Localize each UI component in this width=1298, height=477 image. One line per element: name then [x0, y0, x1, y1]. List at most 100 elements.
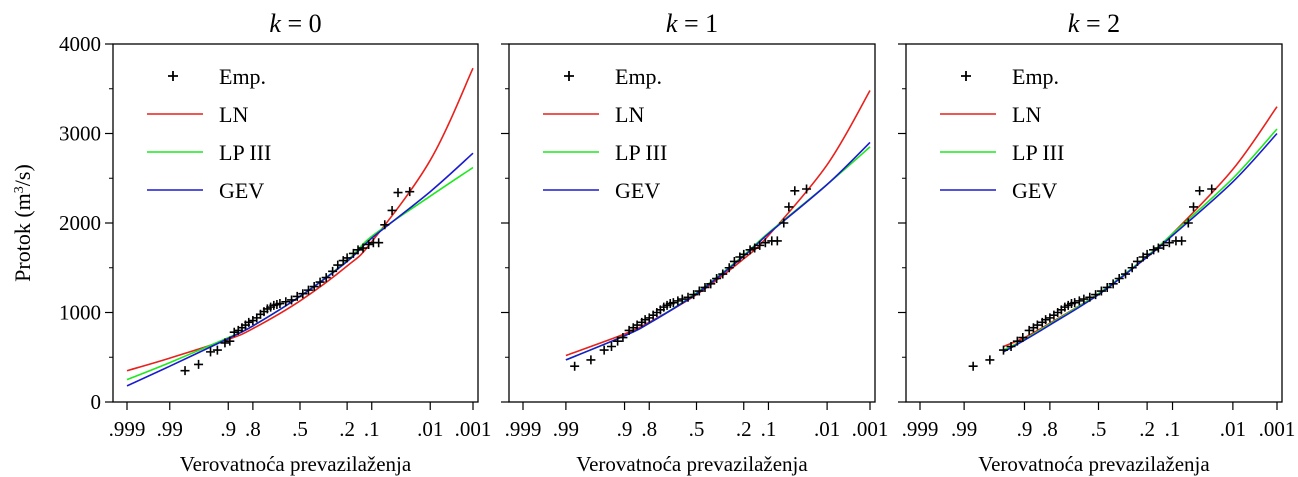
- empirical-point: [790, 186, 800, 196]
- empirical-point: [1149, 245, 1159, 255]
- empirical-point: [700, 282, 710, 292]
- empirical-point: [1142, 249, 1152, 259]
- empirical-point: [275, 299, 285, 309]
- series-line-gev: [126, 152, 474, 387]
- empirical-point: [225, 336, 235, 346]
- x-axis-label: Verovatnoća prevazilaženja: [576, 452, 808, 476]
- chart-title: k = 2: [1068, 9, 1120, 38]
- empirical-point: [739, 249, 749, 259]
- chart-title-value: = 0: [281, 9, 322, 38]
- empirical-point: [342, 253, 352, 263]
- y-tick-label: 1000: [59, 301, 101, 325]
- series-line-ln: [126, 67, 474, 372]
- empirical-point: [315, 277, 325, 287]
- empirical-point: [1114, 273, 1124, 283]
- x-tick-label: .01: [417, 417, 443, 441]
- chart-panel-0: k = 0 0 1000 2000 3000 4000 .999 .99 .9 .8 .5 .2 .1.…: [59, 9, 491, 476]
- legend-label: GEV: [615, 178, 660, 203]
- plot-frame: [508, 43, 876, 403]
- plot-frame: [112, 43, 479, 403]
- chart-panel-2: k = 2 .999 .99 .9 .8 .5 .2 .1 .01 .001 Verovatnoća…: [898, 9, 1295, 476]
- empirical-point: [998, 345, 1008, 355]
- x-tick-label: .001: [852, 417, 889, 441]
- empirical-point: [677, 294, 687, 304]
- empirical-point: [380, 220, 390, 230]
- empirical-point: [1189, 202, 1199, 212]
- chart-panel-1: k = 1 .999 .99 .9 .8 .5 .2 .1 .01 .001 Verovatnoća…: [501, 9, 888, 476]
- empirical-point: [640, 315, 650, 325]
- empirical-point: [364, 239, 374, 249]
- empirical-point: [1006, 342, 1016, 352]
- empirical-point: [706, 279, 716, 289]
- chart-title-variable: k: [666, 9, 678, 38]
- empirical-point: [348, 248, 358, 258]
- x-tick-label: .1: [364, 417, 380, 441]
- x-tick-label: .1: [761, 417, 777, 441]
- series-line-lp-iii: [565, 146, 871, 361]
- empirical-point: [281, 297, 291, 307]
- chart-title-value: = 2: [1079, 9, 1120, 38]
- legend-marker-emp: [168, 71, 178, 81]
- legend-label: LN: [219, 102, 248, 127]
- empirical-point: [328, 266, 338, 276]
- legend-label: LN: [615, 102, 644, 127]
- empirical-point: [1074, 296, 1084, 306]
- x-axis-label: Verovatnoća prevazilaženja: [180, 452, 412, 476]
- legend-label: LP III: [1012, 140, 1064, 165]
- empirical-point: [668, 298, 678, 308]
- chart-title: k = 1: [666, 9, 718, 38]
- empirical-point: [1012, 336, 1022, 346]
- empirical-point: [387, 205, 397, 215]
- empirical-point: [393, 188, 403, 198]
- y-tick-label: 4000: [59, 32, 101, 56]
- empirical-point: [353, 245, 363, 255]
- x-tick-label: .9: [1017, 417, 1033, 441]
- empirical-point: [724, 263, 734, 273]
- empirical-point: [1159, 240, 1169, 250]
- x-tick-label: .001: [1259, 417, 1296, 441]
- empirical-point: [229, 327, 239, 337]
- empirical-point: [760, 238, 770, 248]
- empirical-point: [194, 359, 204, 369]
- x-tick-label: .99: [157, 417, 183, 441]
- empirical-point: [1127, 263, 1137, 273]
- empirical-point: [694, 286, 704, 296]
- x-tick-label: .5: [292, 417, 308, 441]
- x-tick-label: .999: [902, 417, 939, 441]
- empirical-point: [1164, 238, 1174, 248]
- empirical-point: [618, 333, 628, 343]
- empirical-point: [405, 187, 415, 197]
- empirical-point: [206, 347, 216, 357]
- empirical-point: [683, 292, 693, 302]
- x-tick-label: .9: [617, 417, 633, 441]
- empirical-point: [1132, 256, 1142, 266]
- empirical-point: [1085, 292, 1095, 302]
- empirical-point: [745, 245, 755, 255]
- empirical-point: [1091, 290, 1101, 300]
- empirical-point: [333, 260, 343, 270]
- legend-label: LN: [1012, 102, 1041, 127]
- empirical-point: [570, 361, 580, 371]
- empirical-point: [212, 345, 222, 355]
- empirical-point: [1108, 279, 1118, 289]
- legend-label: Emp.: [219, 64, 266, 89]
- y-tick-label: 3000: [59, 122, 101, 146]
- x-axis-label: Verovatnoća prevazilaženja: [978, 452, 1210, 476]
- x-tick-label: .2: [1139, 417, 1155, 441]
- empirical-point: [779, 218, 789, 228]
- empirical-point: [298, 289, 308, 299]
- empirical-point: [292, 291, 302, 301]
- empirical-point: [244, 317, 254, 327]
- empirical-point: [303, 285, 313, 295]
- empirical-point: [1153, 243, 1163, 253]
- chart-title-variable: k: [1068, 9, 1080, 38]
- empirical-point: [1195, 186, 1205, 196]
- empirical-point: [1041, 315, 1051, 325]
- series-line-gev: [565, 141, 871, 361]
- empirical-point: [586, 355, 596, 365]
- x-tick-label: .999: [505, 417, 542, 441]
- empirical-point: [802, 184, 812, 194]
- empirical-point: [1207, 184, 1217, 194]
- empirical-point: [1079, 294, 1089, 304]
- legend-label: GEV: [1012, 178, 1057, 203]
